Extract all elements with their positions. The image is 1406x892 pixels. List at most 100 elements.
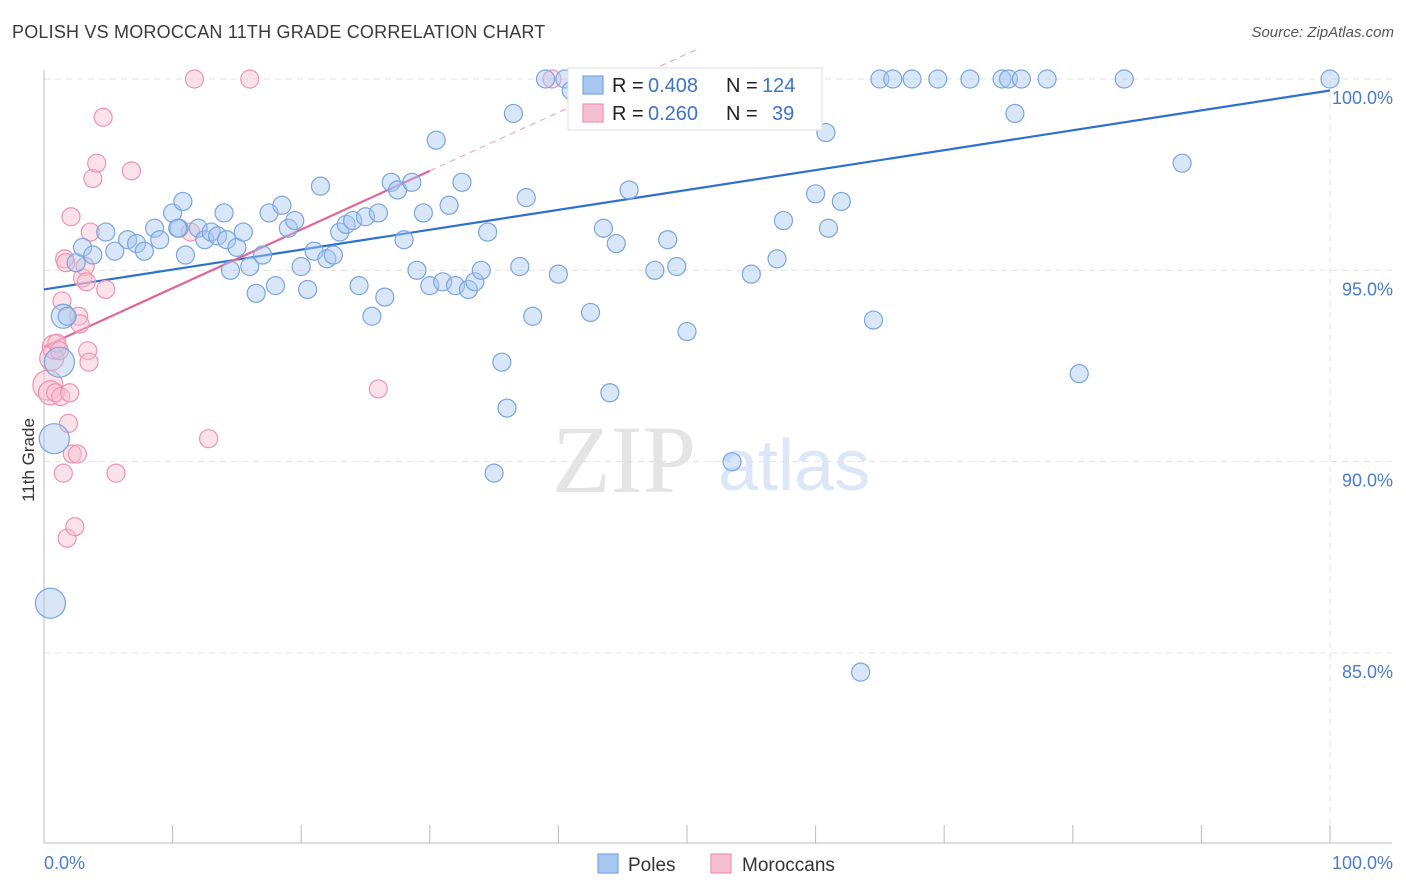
poles-point: [805, 184, 826, 204]
poles-point: [445, 276, 466, 296]
stats-legend: R = 0.408 N = 124 R = 0.260 N = 39: [567, 67, 823, 131]
poles-point: [433, 272, 453, 292]
moroccans-n-value: 39: [772, 103, 794, 125]
poles-point: [126, 233, 147, 254]
poles-point: [57, 306, 77, 326]
poles-point: [72, 237, 93, 257]
poles-point: [150, 230, 170, 250]
poles-point: [645, 260, 665, 280]
poles-point: [217, 230, 237, 250]
poles-point: [767, 249, 787, 269]
poles-point: [1114, 69, 1134, 89]
poles-point: [362, 306, 382, 326]
poles-point: [497, 398, 517, 418]
poles-point: [548, 264, 569, 284]
moroccans-trend-line: [43, 169, 431, 348]
poles-point: [606, 233, 626, 254]
y-tick-label: 100.0%: [1332, 88, 1393, 108]
moroccans-point: [53, 463, 73, 483]
moroccans-point: [62, 444, 82, 464]
poles-point: [134, 241, 154, 261]
poles-bottom-label: Poles: [628, 855, 676, 876]
poles-point: [580, 302, 601, 323]
moroccans-point: [80, 222, 100, 242]
moroccans-point: [57, 528, 77, 548]
poles-point: [272, 195, 292, 215]
poles-point: [330, 222, 350, 242]
poles-point: [658, 230, 678, 250]
moroccans-point: [61, 207, 81, 227]
poles-point: [478, 222, 498, 242]
poles-point: [503, 103, 523, 124]
source-label: Source: ZipAtlas.com: [1251, 24, 1394, 41]
poles-point: [413, 203, 433, 223]
poles-point: [173, 191, 193, 212]
y-tick-label: 90.0%: [1342, 471, 1393, 491]
moroccans-point: [76, 272, 97, 292]
poles-point: [593, 218, 614, 238]
moroccans-point: [106, 463, 126, 483]
poles-point: [928, 69, 948, 89]
poles-r-label: R =: [612, 75, 644, 97]
moroccans-point: [65, 517, 85, 537]
poles-point: [144, 218, 165, 238]
moroccans-bottom-label: Moroccans: [742, 855, 835, 876]
poles-point: [291, 256, 311, 277]
poles-point: [471, 260, 491, 280]
moroccans-point: [45, 383, 66, 403]
poles-point: [1069, 364, 1089, 384]
poles-point: [492, 352, 512, 372]
poles-point: [381, 172, 401, 192]
poles-point: [420, 276, 440, 296]
poles-point: [600, 383, 620, 403]
poles-point: [168, 218, 188, 238]
poles-n-value: 124: [762, 75, 795, 97]
poles-points: [34, 69, 1340, 682]
poles-point: [368, 203, 388, 223]
x-tick-label: 0.0%: [44, 853, 85, 873]
moroccans-r-label: R =: [612, 103, 644, 125]
moroccans-point: [96, 279, 116, 300]
series-legend: Poles Moroccans: [597, 853, 835, 876]
poles-point: [38, 423, 70, 455]
moroccans-point: [93, 107, 113, 127]
poles-point: [375, 287, 395, 307]
poles-point: [220, 260, 241, 280]
y-axis-label: 11th Grade: [19, 418, 38, 502]
moroccans-point: [79, 352, 99, 372]
poles-point: [349, 276, 369, 296]
poles-point: [722, 452, 742, 472]
poles-point: [175, 245, 196, 265]
poles-point: [510, 256, 530, 277]
stats-legend-box: [567, 67, 823, 131]
poles-point: [960, 69, 980, 89]
moroccans-point: [60, 383, 80, 403]
poles-point: [818, 218, 839, 238]
poles-point: [43, 346, 76, 378]
poles-point: [407, 260, 427, 280]
poles-point: [831, 191, 851, 212]
moroccans-n-label: N =: [726, 103, 758, 125]
poles-r-value: 0.408: [648, 75, 698, 97]
poles-point: [278, 218, 298, 238]
poles-bottom-swatch: [597, 853, 619, 874]
poles-point: [34, 587, 67, 619]
moroccans-point: [240, 69, 260, 89]
poles-point: [883, 69, 903, 89]
moroccans-legend-swatch: [582, 103, 604, 123]
poles-point: [1037, 69, 1057, 89]
moroccans-point: [37, 380, 64, 406]
tick-labels: 85.0% 90.0% 95.0% 100.0% 0.0% 100.0%: [44, 88, 1393, 873]
chart-title: POLISH VS MOROCCAN 11TH GRADE CORRELATIO…: [12, 22, 546, 42]
axes: [43, 70, 1392, 844]
moroccans-point: [368, 379, 388, 399]
poles-point: [233, 222, 253, 242]
poles-point: [1005, 103, 1025, 124]
poles-point: [195, 230, 215, 250]
poles-point: [773, 210, 794, 231]
moroccans-point: [199, 429, 219, 449]
poles-point: [741, 264, 761, 284]
poles-point: [355, 207, 376, 227]
poles-point: [667, 256, 687, 277]
